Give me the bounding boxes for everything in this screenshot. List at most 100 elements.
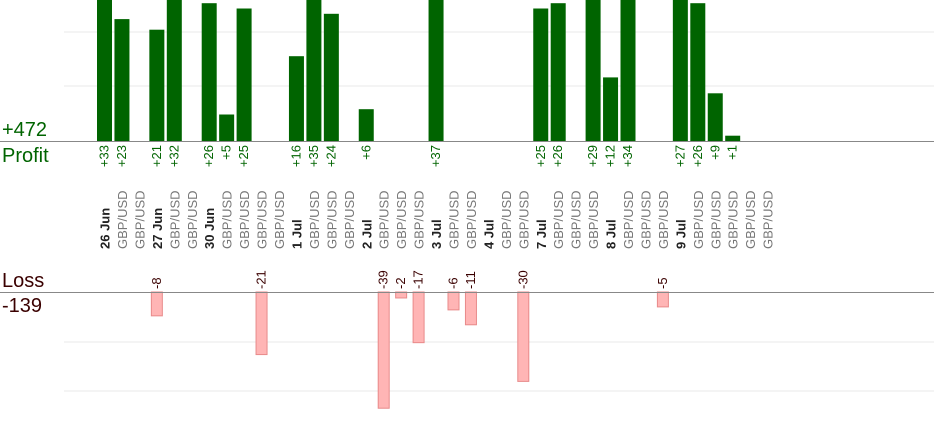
- date-label: 2 Jul: [359, 219, 374, 249]
- trade-label: GBP/USD: [621, 190, 636, 249]
- loss-value-label: -11: [463, 271, 478, 289]
- profit-bar: [97, 0, 112, 141]
- trade-label: GBP/USD: [324, 190, 339, 249]
- profit-bar: [358, 109, 374, 141]
- date-label: 3 Jul: [429, 219, 444, 249]
- profit-value-label: +37: [428, 145, 443, 167]
- date-label: 9 Jul: [673, 219, 688, 249]
- trade-label: GBP/USD: [726, 190, 741, 249]
- profit-value-label: +35: [306, 145, 321, 167]
- loss-bar: [150, 291, 163, 317]
- profit-value-label: +34: [620, 145, 635, 167]
- loss-bar: [447, 291, 460, 311]
- date-label: 26 Jun: [98, 208, 113, 249]
- profit-bar: [690, 3, 706, 142]
- loss-bar: [377, 291, 390, 409]
- profit-value-label: +29: [585, 145, 600, 167]
- trade-label: GBP/USD: [185, 190, 200, 249]
- profit-value-label: +25: [236, 145, 251, 167]
- profit-bar: [323, 13, 339, 141]
- trade-label: GBP/USD: [167, 190, 182, 249]
- date-label: 7 Jul: [534, 219, 549, 249]
- profit-value-label: +27: [672, 145, 687, 167]
- loss-label: Loss: [2, 270, 45, 292]
- profit-bar: [603, 77, 619, 141]
- trade-label: GBP/USD: [307, 190, 322, 249]
- trade-label: GBP/USD: [115, 190, 130, 249]
- loss-bar: [517, 291, 530, 382]
- trade-label: GBP/USD: [447, 190, 462, 249]
- profit-bar: [725, 135, 741, 141]
- profit-value-label: +25: [533, 145, 548, 167]
- profit-bar: [236, 8, 252, 141]
- date-label: 8 Jul: [604, 219, 619, 249]
- profit-bar: [201, 3, 217, 142]
- loss-value-label: -30: [515, 270, 530, 289]
- date-label: 27 Jun: [150, 208, 165, 249]
- loss-bar: [412, 291, 425, 344]
- trade-label: GBP/USD: [551, 190, 566, 249]
- date-label: 30 Jun: [202, 208, 217, 249]
- trade-label: GBP/USD: [656, 190, 671, 249]
- loss-value-label: -39: [376, 270, 391, 289]
- trade-label: GBP/USD: [412, 190, 427, 249]
- loss-value-label: -21: [254, 270, 269, 289]
- profit-value-label: +33: [97, 145, 112, 167]
- profit-value-label: +23: [114, 145, 129, 167]
- trade-label: GBP/USD: [342, 190, 357, 249]
- date-label: 1 Jul: [289, 219, 304, 249]
- profit-value-label: +26: [201, 145, 216, 167]
- trade-label: GBP/USD: [255, 190, 270, 249]
- loss-bar: [255, 291, 268, 356]
- profit-bar: [620, 0, 636, 141]
- profit-value-label: +26: [550, 145, 565, 167]
- trade-label: GBP/USD: [743, 190, 758, 249]
- profit-bar: [550, 3, 566, 142]
- loss-value-label: -8: [149, 277, 164, 289]
- profit-value-label: +16: [288, 145, 303, 167]
- profit-bar: [219, 114, 235, 141]
- profit-value-label: +5: [219, 145, 234, 160]
- trade-label: GBP/USD: [761, 190, 776, 249]
- loss-bar: [464, 291, 477, 326]
- profit-bar: [707, 93, 723, 141]
- loss-value-label: -5: [655, 277, 670, 289]
- trade-label: GBP/USD: [220, 190, 235, 249]
- trade-label: GBP/USD: [691, 190, 706, 249]
- profit-bar: [149, 29, 165, 142]
- profit-value-label: +21: [149, 145, 164, 167]
- trade-label: GBP/USD: [569, 190, 584, 249]
- profit-bar: [585, 0, 601, 141]
- profit-bar: [672, 0, 688, 142]
- profit-value-label: +12: [603, 145, 618, 167]
- profit-total: +472: [2, 119, 48, 141]
- profit-value-label: +6: [358, 145, 373, 160]
- loss-total: -139: [2, 295, 43, 317]
- profit-value-label: +26: [690, 145, 705, 167]
- trade-label: GBP/USD: [516, 190, 531, 249]
- profit-value-label: +24: [323, 145, 338, 167]
- profit-value-label: +1: [725, 145, 740, 160]
- date-label: 4 Jul: [481, 219, 496, 249]
- profit-bar: [428, 0, 444, 142]
- profit-bar: [533, 8, 549, 141]
- trade-label: GBP/USD: [638, 190, 653, 249]
- profit-bar: [114, 19, 130, 142]
- profit-bar: [166, 0, 182, 142]
- trade-label: GBP/USD: [272, 190, 287, 249]
- profit-label: Profit: [2, 145, 49, 167]
- loss-value-label: -6: [446, 277, 461, 289]
- loss-value-label: -2: [393, 277, 408, 289]
- trade-label: GBP/USD: [499, 190, 514, 249]
- trade-label: GBP/USD: [394, 190, 409, 249]
- trade-label: GBP/USD: [132, 190, 147, 249]
- loss-bar: [656, 291, 669, 308]
- loss-value-label: -17: [411, 270, 426, 289]
- trade-label: GBP/USD: [464, 190, 479, 249]
- profit-bar: [306, 0, 322, 141]
- trade-label: GBP/USD: [377, 190, 392, 249]
- profit-value-label: +32: [166, 145, 181, 167]
- trade-label: GBP/USD: [586, 190, 601, 249]
